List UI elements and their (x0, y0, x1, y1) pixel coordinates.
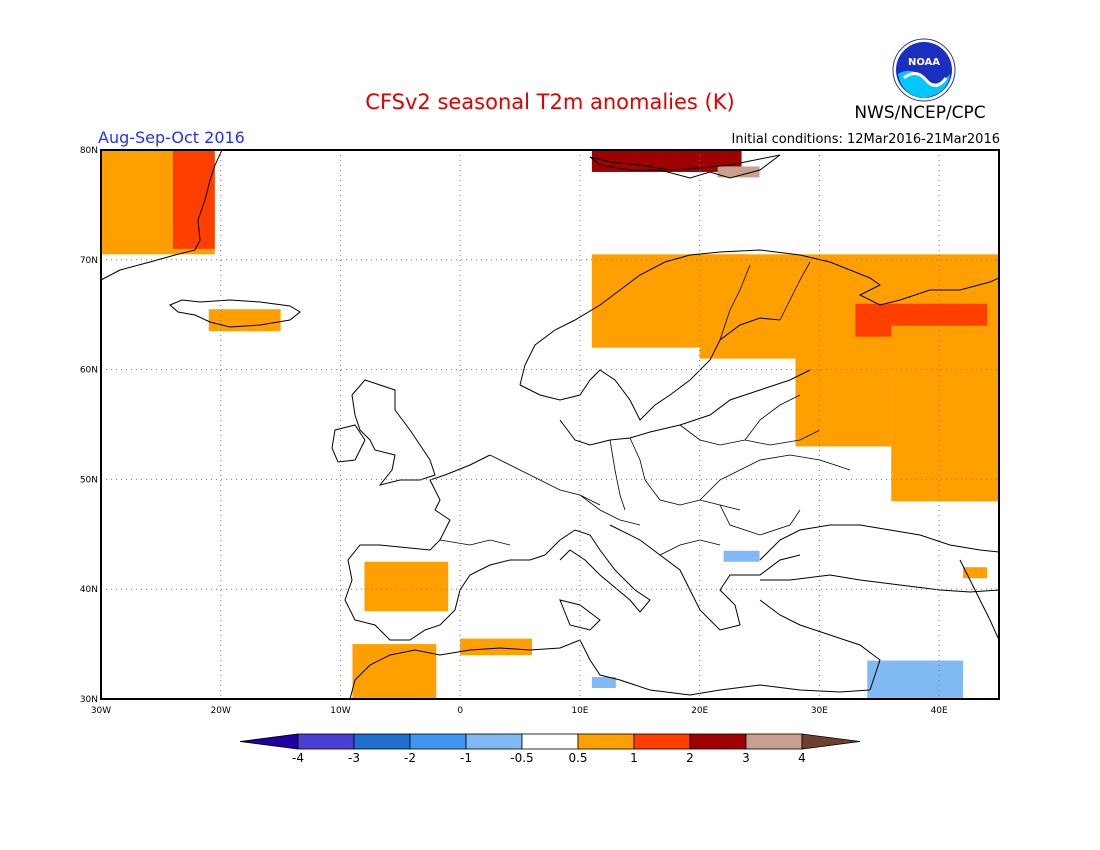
legend-label: 3 (742, 751, 750, 765)
legend-swatch (689, 733, 747, 750)
anomaly-region-balkan-cool (723, 550, 760, 562)
legend-swatch (465, 733, 523, 750)
anomaly-region-morocco (352, 644, 437, 699)
agency-label: NWS/NCEP/CPC (854, 103, 986, 123)
legend-label: -0.5 (510, 751, 533, 765)
legend-label: -2 (404, 751, 416, 765)
forecast-period: Aug-Sep-Oct 2016 (98, 128, 245, 147)
map-frame (100, 149, 1000, 700)
longitude-labels: 30W 20W 10W 0 10E 20E 30E 40E (91, 706, 948, 716)
legend-swatch (521, 733, 579, 750)
legend-label: -4 (292, 751, 304, 765)
lon-tick-label: 10W (330, 706, 350, 716)
anomaly-region-russia-east (891, 325, 999, 502)
anomaly-region-russia-central (795, 347, 892, 447)
lat-tick-label: 70N (80, 256, 98, 266)
lat-tick-label: 30N (80, 695, 98, 705)
anomaly-layer (101, 150, 999, 699)
lon-tick-label: 0 (457, 706, 463, 716)
anomaly-region-iceland (208, 309, 281, 332)
legend-labels: -4 -3 -2 -1 -0.5 0.5 1 2 3 4 (292, 751, 806, 765)
anomaly-region-svalbard (591, 150, 742, 172)
logo-text: NOAA (908, 57, 940, 68)
lat-tick-label: 80N (80, 146, 98, 156)
legend-label: 0.5 (568, 751, 587, 765)
latitude-labels: 30N 40N 50N 60N 70N 80N (80, 146, 98, 705)
legend-label: -3 (348, 751, 360, 765)
lon-tick-label: 10E (571, 706, 588, 716)
legend-swatch (297, 733, 355, 750)
initial-conditions: Initial conditions: 12Mar2016-21Mar2016 (731, 132, 1001, 147)
lat-tick-label: 50N (80, 475, 98, 485)
legend-label: -1 (460, 751, 472, 765)
anomaly-region-iberia (364, 561, 449, 612)
lat-tick-label: 40N (80, 585, 98, 595)
legend-swatch (745, 733, 803, 750)
anomaly-region-greenland-east-warm (172, 150, 215, 249)
lat-tick-label: 60N (80, 366, 98, 376)
country-borders (439, 261, 851, 556)
anomaly-region-caucasus-warm (963, 567, 988, 579)
legend-swatch (633, 733, 691, 750)
chart-title: CFSv2 seasonal T2m anomalies (K) (365, 90, 735, 114)
anomaly-region-middle-east-cool (867, 660, 964, 699)
legend-swatch (239, 733, 299, 750)
lon-tick-label: 40E (931, 706, 948, 716)
lon-tick-label: 20E (691, 706, 708, 716)
noaa-logo-icon: NOAA (892, 38, 956, 102)
anomaly-region-libya-cool (591, 677, 616, 689)
legend-swatch (409, 733, 467, 750)
anomaly-region-algeria-patch (460, 638, 533, 656)
legend-label: 1 (630, 751, 638, 765)
legend-swatch (801, 733, 861, 750)
lon-tick-label: 30E (811, 706, 828, 716)
anomaly-region-svalbard-east (717, 166, 760, 178)
legend-label: 4 (798, 751, 806, 765)
legend-swatch (577, 733, 635, 750)
lon-tick-label: 30W (91, 706, 111, 716)
legend-label: 2 (686, 751, 694, 765)
color-legend (239, 733, 861, 750)
lon-tick-label: 20W (211, 706, 231, 716)
legend-swatch (353, 733, 411, 750)
